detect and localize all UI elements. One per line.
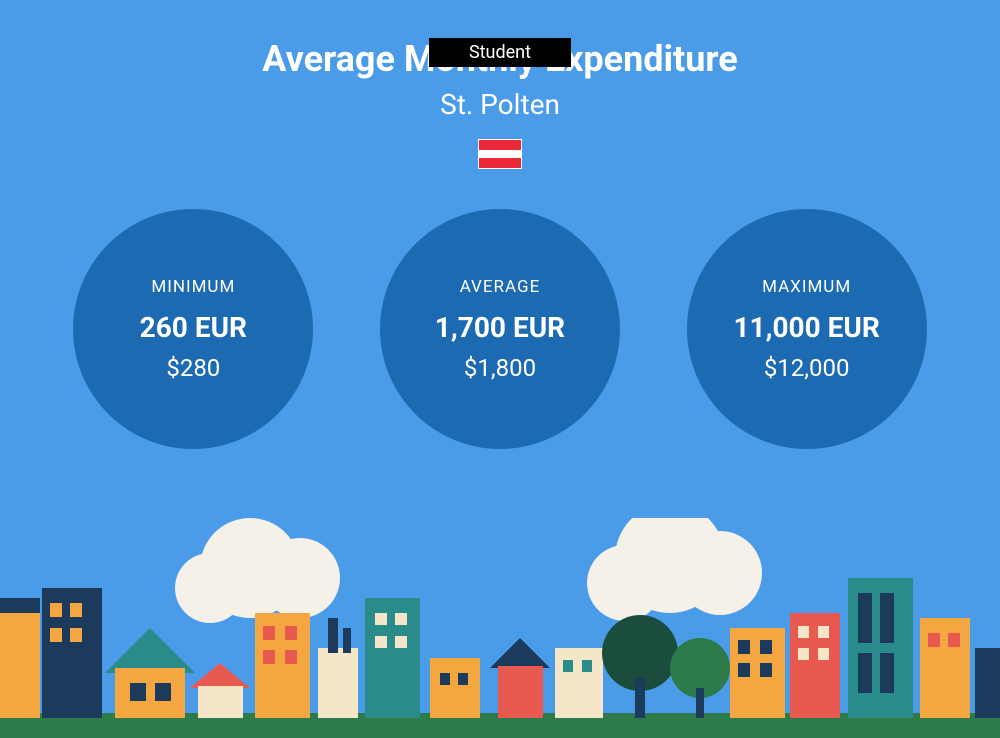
stat-value: 260 EUR [140,311,247,344]
stat-alt-value: $1,800 [464,354,536,382]
stat-circle-average: AVERAGE 1,700 EUR $1,800 [380,209,620,449]
skyline-illustration [0,518,1000,738]
stat-circles-row: MINIMUM 260 EUR $280 AVERAGE 1,700 EUR $… [0,209,1000,449]
stat-label: AVERAGE [460,277,541,297]
stat-alt-value: $12,000 [764,354,850,382]
category-badge: Student [429,38,571,67]
country-flag-icon [478,139,522,169]
stat-circle-maximum: MAXIMUM 11,000 EUR $12,000 [687,209,927,449]
city-subtitle: St. Polten [0,88,1000,121]
stat-circle-minimum: MINIMUM 260 EUR $280 [73,209,313,449]
stat-label: MINIMUM [151,277,235,297]
stat-value: 1,700 EUR [435,311,565,344]
stat-value: 11,000 EUR [733,311,879,344]
badge-text: Student [469,42,531,63]
stat-alt-value: $280 [166,354,220,382]
stat-label: MAXIMUM [762,277,851,297]
